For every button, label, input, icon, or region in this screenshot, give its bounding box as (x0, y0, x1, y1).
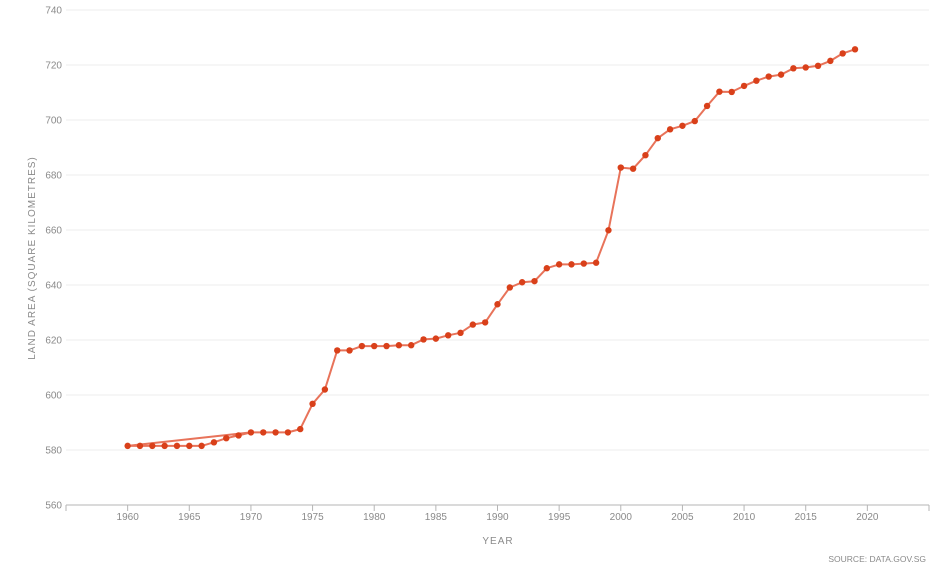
data-point (235, 432, 242, 439)
data-point (124, 442, 131, 450)
axes: 560 580 600 620 640 660 680 700 720 740 1960 1965 19… (45, 6, 930, 523)
data-point (321, 386, 329, 393)
data-series (124, 46, 859, 450)
data-point (777, 71, 785, 78)
x-tick-label: 1975 (301, 512, 324, 523)
data-point (358, 342, 366, 350)
data-point (198, 442, 205, 450)
y-tick-label: 720 (45, 61, 62, 72)
data-point (580, 260, 587, 267)
data-point (346, 347, 353, 354)
data-point (790, 65, 797, 72)
data-point (728, 88, 735, 96)
data-point (383, 342, 390, 350)
data-point (210, 439, 218, 446)
x-tick-label: 1995 (548, 512, 571, 523)
x-tick-label: 2010 (733, 512, 756, 523)
x-tick-label: 2005 (671, 512, 694, 523)
data-point (247, 429, 255, 436)
y-tick-label: 740 (45, 6, 62, 17)
data-point (457, 329, 464, 337)
data-point (568, 261, 575, 268)
y-tick-label: 600 (45, 391, 62, 402)
x-tick-label: 2015 (795, 512, 818, 523)
data-point (469, 321, 477, 328)
data-point (161, 442, 168, 450)
y-tick-label: 660 (45, 226, 62, 237)
data-point (186, 442, 193, 450)
x-tick-label: 1960 (117, 512, 140, 523)
data-point (555, 261, 563, 268)
y-tick-label: 640 (45, 281, 62, 292)
data-point (173, 442, 181, 450)
data-point (481, 319, 489, 326)
data-point (420, 336, 427, 343)
x-tick-label: 1990 (486, 512, 509, 523)
x-tick-label: 1970 (240, 512, 263, 523)
data-point (617, 164, 624, 171)
y-tick-label: 620 (45, 336, 62, 347)
data-point (272, 429, 279, 436)
data-point (223, 434, 230, 442)
data-point (642, 152, 649, 159)
series-line (127, 48, 856, 447)
data-point (444, 332, 452, 339)
data-point (371, 342, 378, 350)
data-point (506, 284, 514, 291)
data-point (679, 122, 686, 129)
data-point (518, 279, 526, 286)
data-point (334, 347, 341, 354)
data-point (395, 342, 403, 349)
data-point (814, 62, 822, 70)
data-point (827, 57, 834, 65)
data-point (703, 102, 711, 110)
data-point (753, 77, 760, 84)
data-point (691, 117, 698, 125)
data-point (839, 50, 846, 57)
data-point (309, 400, 316, 407)
data-point (740, 82, 748, 90)
data-point (543, 265, 551, 272)
source-label: SOURCE: DATA.GOV.SG (828, 554, 926, 564)
y-tick-label: 700 (45, 116, 62, 127)
data-point (716, 88, 723, 95)
y-tick-label: 560 (45, 501, 62, 512)
data-point (851, 46, 859, 53)
data-point (284, 429, 292, 436)
data-point (802, 64, 809, 71)
x-tick-label: 2020 (856, 512, 879, 523)
data-point (629, 165, 637, 172)
x-tick-label: 2000 (610, 512, 633, 523)
data-point (408, 342, 415, 349)
x-tick-label: 1985 (425, 512, 448, 523)
gridlines (66, 9, 929, 451)
data-point (654, 134, 661, 142)
data-point (765, 73, 772, 80)
y-tick-label: 680 (45, 171, 62, 182)
data-point (605, 227, 612, 234)
x-axis-title: YEAR (482, 536, 513, 547)
data-point (666, 126, 674, 133)
x-tick-label: 1965 (178, 512, 201, 523)
data-point (432, 335, 440, 342)
data-point (531, 277, 538, 285)
data-point (494, 301, 501, 308)
y-axis-title: LAND AREA (SQUARE KILOMETRES) (27, 156, 38, 360)
y-tick-label: 580 (45, 446, 62, 457)
data-point (592, 259, 600, 266)
x-tick-label: 1980 (363, 512, 386, 523)
data-point (149, 442, 156, 450)
data-point (297, 425, 304, 433)
data-point (136, 442, 144, 450)
data-point (260, 429, 267, 436)
